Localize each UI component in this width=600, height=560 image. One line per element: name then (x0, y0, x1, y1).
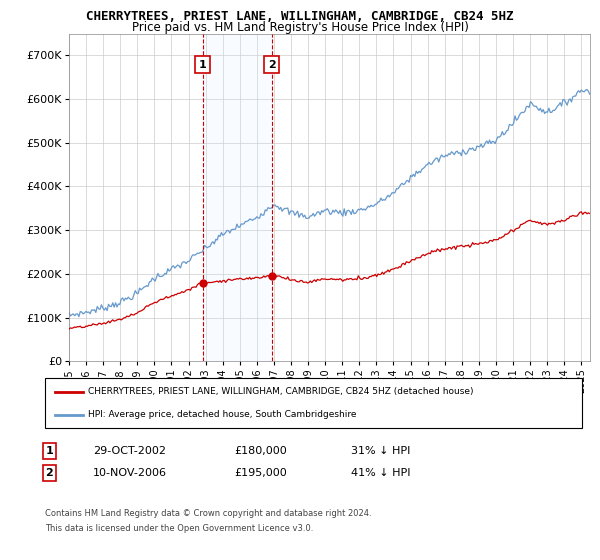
Text: 29-OCT-2002: 29-OCT-2002 (93, 446, 166, 456)
Text: Contains HM Land Registry data © Crown copyright and database right 2024.: Contains HM Land Registry data © Crown c… (45, 509, 371, 518)
Bar (203, 34, 272, 361)
Text: 31% ↓ HPI: 31% ↓ HPI (351, 446, 410, 456)
Text: 2: 2 (268, 60, 275, 70)
Text: HPI: Average price, detached house, South Cambridgeshire: HPI: Average price, detached house, Sout… (88, 410, 356, 419)
Text: Price paid vs. HM Land Registry's House Price Index (HPI): Price paid vs. HM Land Registry's House … (131, 21, 469, 34)
Text: This data is licensed under the Open Government Licence v3.0.: This data is licensed under the Open Gov… (45, 524, 313, 533)
Text: CHERRYTREES, PRIEST LANE, WILLINGHAM, CAMBRIDGE, CB24 5HZ: CHERRYTREES, PRIEST LANE, WILLINGHAM, CA… (86, 10, 514, 23)
Text: 10-NOV-2006: 10-NOV-2006 (93, 468, 167, 478)
Text: £195,000: £195,000 (234, 468, 287, 478)
Text: 2: 2 (46, 468, 53, 478)
Text: £180,000: £180,000 (234, 446, 287, 456)
Text: CHERRYTREES, PRIEST LANE, WILLINGHAM, CAMBRIDGE, CB24 5HZ (detached house): CHERRYTREES, PRIEST LANE, WILLINGHAM, CA… (88, 387, 473, 396)
Text: 41% ↓ HPI: 41% ↓ HPI (351, 468, 410, 478)
Text: 1: 1 (199, 60, 206, 70)
Text: 1: 1 (46, 446, 53, 456)
